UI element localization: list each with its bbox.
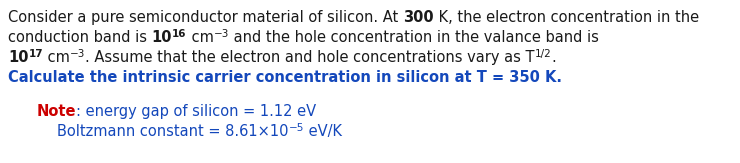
Text: Note: Note bbox=[37, 104, 76, 119]
Text: cm: cm bbox=[186, 30, 214, 45]
Text: conduction band is: conduction band is bbox=[8, 30, 152, 45]
Text: and the hole concentration in the valance band is: and the hole concentration in the valanc… bbox=[229, 30, 599, 45]
Text: −3: −3 bbox=[214, 29, 229, 39]
Text: Boltzmann constant = 8.61×10: Boltzmann constant = 8.61×10 bbox=[57, 124, 289, 139]
Text: K, the electron concentration in the: K, the electron concentration in the bbox=[434, 10, 699, 25]
Text: −3: −3 bbox=[70, 49, 85, 59]
Text: 17: 17 bbox=[29, 49, 43, 59]
Text: Calculate the intrinsic carrier concentration in silicon at T = 350 K.: Calculate the intrinsic carrier concentr… bbox=[8, 70, 562, 85]
Text: 1/2: 1/2 bbox=[535, 49, 551, 59]
Text: : energy gap of silicon = 1.12 eV: : energy gap of silicon = 1.12 eV bbox=[76, 104, 317, 119]
Text: 16: 16 bbox=[172, 29, 186, 39]
Text: 10: 10 bbox=[152, 30, 172, 45]
Text: 10: 10 bbox=[8, 50, 29, 65]
Text: .: . bbox=[551, 50, 556, 65]
Text: eV/K: eV/K bbox=[304, 124, 342, 139]
Text: 300: 300 bbox=[403, 10, 434, 25]
Text: Consider a pure semiconductor material of silicon. At: Consider a pure semiconductor material o… bbox=[8, 10, 403, 25]
Text: . Assume that the electron and hole concentrations vary as T: . Assume that the electron and hole conc… bbox=[85, 50, 535, 65]
Text: cm: cm bbox=[43, 50, 70, 65]
Text: −5: −5 bbox=[289, 123, 304, 133]
